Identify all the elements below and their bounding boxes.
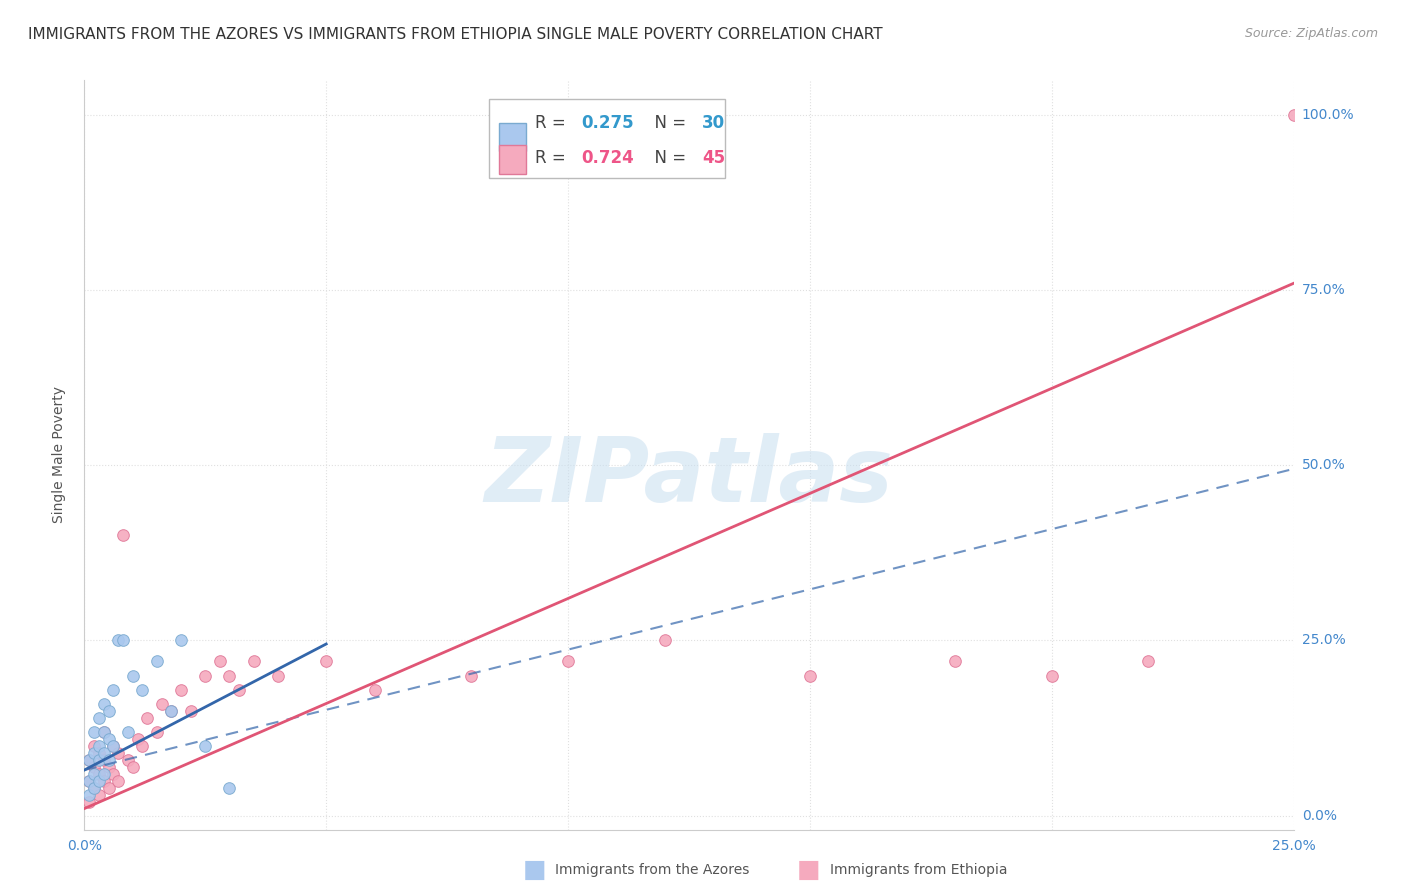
Text: N =: N = — [644, 149, 692, 167]
Point — [194, 668, 217, 682]
Point — [107, 633, 129, 648]
Point — [228, 682, 250, 697]
Text: ■: ■ — [797, 858, 820, 881]
Point — [121, 759, 143, 773]
Point — [93, 724, 115, 739]
Point — [557, 655, 579, 669]
Point — [87, 788, 110, 802]
Point — [112, 528, 135, 542]
Point — [107, 773, 129, 788]
Point — [121, 668, 143, 682]
Point — [1040, 668, 1063, 682]
Point — [170, 633, 193, 648]
Text: N =: N = — [644, 113, 692, 132]
Text: 0.275: 0.275 — [581, 113, 634, 132]
Point — [87, 746, 110, 760]
Text: ■: ■ — [523, 858, 546, 881]
Point — [117, 724, 139, 739]
Text: Immigrants from Ethiopia: Immigrants from Ethiopia — [830, 863, 1007, 877]
Point — [160, 704, 183, 718]
Point — [460, 668, 482, 682]
Point — [83, 746, 105, 760]
Point — [83, 724, 105, 739]
Point — [103, 682, 125, 697]
Point — [93, 766, 115, 780]
Point — [103, 739, 125, 753]
Point — [97, 780, 120, 795]
Point — [242, 655, 264, 669]
Point — [103, 739, 125, 753]
Point — [107, 746, 129, 760]
Text: 50.0%: 50.0% — [1302, 458, 1346, 473]
Point — [218, 780, 240, 795]
Text: 30: 30 — [702, 113, 725, 132]
Point — [799, 668, 821, 682]
Point — [97, 759, 120, 773]
Point — [87, 752, 110, 766]
Text: 0.0%: 0.0% — [1302, 808, 1337, 822]
Point — [194, 739, 217, 753]
Point — [83, 759, 105, 773]
Point — [117, 752, 139, 766]
Point — [87, 710, 110, 724]
Text: 25.0%: 25.0% — [1302, 633, 1346, 648]
FancyBboxPatch shape — [489, 99, 725, 178]
Point — [97, 731, 120, 746]
Text: R =: R = — [536, 149, 571, 167]
Point — [83, 739, 105, 753]
Text: R =: R = — [536, 113, 571, 132]
Text: 100.0%: 100.0% — [1302, 108, 1354, 122]
Point — [93, 752, 115, 766]
Text: Source: ZipAtlas.com: Source: ZipAtlas.com — [1244, 27, 1378, 40]
Text: IMMIGRANTS FROM THE AZORES VS IMMIGRANTS FROM ETHIOPIA SINGLE MALE POVERTY CORRE: IMMIGRANTS FROM THE AZORES VS IMMIGRANTS… — [28, 27, 883, 42]
Point — [150, 697, 173, 711]
Point — [136, 710, 159, 724]
Y-axis label: Single Male Poverty: Single Male Poverty — [52, 386, 66, 524]
Point — [97, 704, 120, 718]
Point — [315, 655, 337, 669]
Point — [93, 697, 115, 711]
Point — [87, 766, 110, 780]
Point — [267, 668, 290, 682]
Point — [127, 731, 149, 746]
Point — [218, 668, 240, 682]
Text: ZIPatlas: ZIPatlas — [485, 434, 893, 522]
Text: 0.724: 0.724 — [581, 149, 634, 167]
Point — [77, 752, 100, 766]
Text: 75.0%: 75.0% — [1302, 284, 1346, 297]
Point — [943, 655, 966, 669]
Point — [83, 780, 105, 795]
Point — [112, 633, 135, 648]
Point — [208, 655, 231, 669]
Point — [87, 773, 110, 788]
Point — [77, 788, 100, 802]
Point — [77, 773, 100, 788]
FancyBboxPatch shape — [499, 145, 526, 174]
Point — [93, 724, 115, 739]
Point — [103, 766, 125, 780]
Point — [77, 773, 100, 788]
Point — [131, 682, 153, 697]
Point — [87, 739, 110, 753]
Point — [131, 739, 153, 753]
Point — [1137, 655, 1160, 669]
Point — [83, 766, 105, 780]
Point — [1282, 108, 1305, 122]
Point — [146, 655, 169, 669]
Point — [160, 704, 183, 718]
Point — [363, 682, 385, 697]
Point — [654, 633, 676, 648]
Text: Immigrants from the Azores: Immigrants from the Azores — [555, 863, 749, 877]
Point — [180, 704, 202, 718]
Point — [146, 724, 169, 739]
Point — [77, 752, 100, 766]
Point — [170, 682, 193, 697]
Point — [93, 773, 115, 788]
Point — [93, 746, 115, 760]
FancyBboxPatch shape — [499, 122, 526, 151]
Text: 45: 45 — [702, 149, 725, 167]
Point — [97, 752, 120, 766]
Point — [77, 795, 100, 809]
Point — [83, 780, 105, 795]
